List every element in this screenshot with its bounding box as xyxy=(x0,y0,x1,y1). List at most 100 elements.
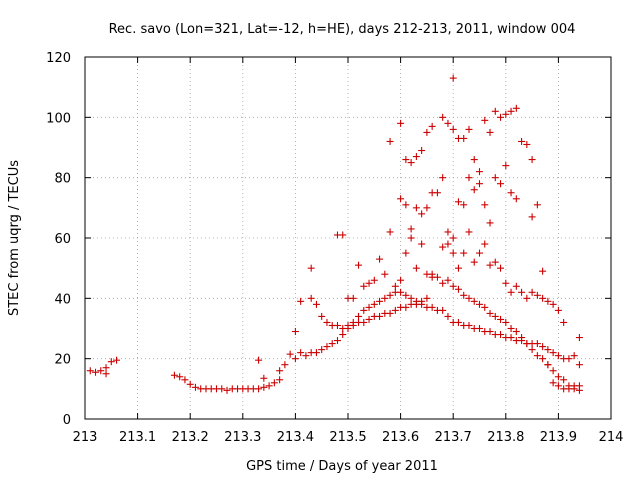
data-point xyxy=(223,386,231,394)
data-point xyxy=(476,249,483,257)
y-tick-labels: 0 20 40 60 80 100 120 xyxy=(46,51,71,428)
data-point xyxy=(512,328,520,336)
data-point xyxy=(549,379,557,387)
data-point xyxy=(491,258,499,266)
data-point xyxy=(323,343,331,351)
data-point xyxy=(565,355,573,363)
data-point xyxy=(402,156,410,164)
y-tick-label: 120 xyxy=(46,51,71,66)
data-point xyxy=(402,201,410,209)
data-point xyxy=(186,380,194,388)
x-tick-label: 213.3 xyxy=(224,430,261,445)
data-point xyxy=(497,331,505,339)
data-point xyxy=(412,264,420,272)
data-point xyxy=(402,303,410,311)
data-point xyxy=(544,297,552,305)
data-point xyxy=(433,189,441,197)
data-point xyxy=(449,234,457,242)
data-point xyxy=(460,249,468,257)
data-point xyxy=(486,261,494,269)
data-point xyxy=(575,361,583,369)
data-point xyxy=(270,379,278,387)
data-point xyxy=(439,113,447,121)
data-point xyxy=(533,201,541,209)
data-point xyxy=(176,373,184,381)
data-point xyxy=(507,334,515,342)
data-point xyxy=(454,318,462,326)
data-point xyxy=(533,352,541,360)
data-point xyxy=(323,318,331,326)
data-point xyxy=(370,276,378,284)
data-point xyxy=(465,228,473,236)
data-point xyxy=(360,318,368,326)
y-tick-label: 20 xyxy=(54,353,71,368)
data-point xyxy=(170,371,178,379)
data-point xyxy=(428,122,436,130)
data-point xyxy=(423,128,431,136)
data-point xyxy=(481,303,489,311)
data-point xyxy=(554,373,562,381)
data-point xyxy=(365,303,373,311)
x-tick-label: 213.9 xyxy=(540,430,577,445)
data-point xyxy=(381,294,389,302)
y-tick-label: 60 xyxy=(54,232,71,247)
data-point xyxy=(554,352,562,360)
data-point xyxy=(439,306,447,314)
data-point xyxy=(481,116,489,124)
data-point xyxy=(423,294,431,302)
data-point xyxy=(539,294,547,302)
data-point xyxy=(554,306,562,314)
data-point xyxy=(465,174,473,182)
data-point xyxy=(454,285,462,293)
data-point xyxy=(486,309,494,317)
data-point xyxy=(439,279,447,287)
data-point xyxy=(449,125,457,133)
data-point xyxy=(449,249,457,257)
data-point xyxy=(302,352,310,360)
data-point xyxy=(444,312,452,320)
data-point xyxy=(412,204,420,212)
data-point xyxy=(333,321,341,329)
data-point xyxy=(297,297,305,305)
data-point xyxy=(507,189,515,197)
data-point xyxy=(465,294,473,302)
data-point xyxy=(307,294,315,302)
data-point xyxy=(518,137,526,145)
data-point xyxy=(502,162,510,170)
data-point xyxy=(507,325,515,332)
data-point xyxy=(360,306,368,314)
data-point xyxy=(297,349,305,357)
data-point xyxy=(107,358,115,366)
data-point xyxy=(113,356,121,364)
data-point xyxy=(491,107,499,115)
data-point xyxy=(444,119,452,127)
data-point xyxy=(575,334,583,342)
data-point xyxy=(549,300,557,308)
data-point xyxy=(523,140,531,148)
data-point xyxy=(570,352,578,360)
data-point xyxy=(255,385,263,393)
data-point xyxy=(512,195,520,203)
data-point xyxy=(497,264,505,272)
data-point xyxy=(465,125,473,133)
x-axis-label: GPS time / Days of year 2011 xyxy=(246,459,438,474)
data-point xyxy=(391,306,399,314)
x-tick-label: 213.8 xyxy=(487,430,524,445)
data-point xyxy=(539,267,547,275)
data-point xyxy=(418,240,426,248)
data-point xyxy=(318,312,326,320)
y-tick-label: 80 xyxy=(54,172,71,187)
data-point xyxy=(418,147,426,155)
x-tick-label: 213.4 xyxy=(277,430,314,445)
data-point xyxy=(339,231,347,239)
data-point xyxy=(92,368,100,376)
data-point xyxy=(407,225,415,233)
data-point xyxy=(386,309,394,317)
data-point xyxy=(307,264,315,272)
y-tick-label: 40 xyxy=(54,292,71,307)
x-tick-label: 213.5 xyxy=(329,430,366,445)
data-point xyxy=(291,328,299,336)
data-point xyxy=(502,318,510,326)
data-point xyxy=(407,159,415,167)
data-point xyxy=(539,343,547,351)
